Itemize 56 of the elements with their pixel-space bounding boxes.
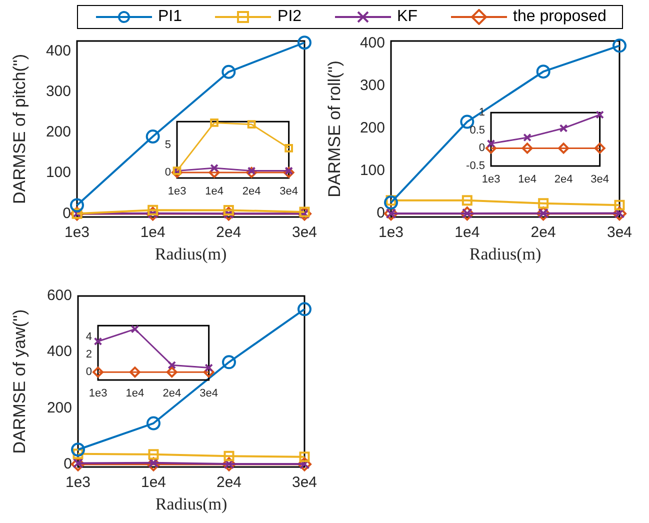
x-tick-label: 3e4 — [590, 174, 610, 186]
x-tick-label: 1e3 — [168, 186, 186, 198]
y-tick-label: 400 — [46, 42, 71, 60]
y-tick-label: 2 — [86, 348, 92, 361]
y-tick-label: 400 — [360, 34, 385, 52]
legend-label: PI2 — [278, 8, 302, 25]
x-tick-label: 3e4 — [292, 224, 317, 242]
x-tick-label: 1e3 — [482, 174, 500, 186]
x-tick-label: 1e3 — [378, 224, 404, 242]
legend-label: KF — [397, 8, 418, 25]
x-tick-label: 2e4 — [242, 186, 261, 198]
legend-label: PI1 — [158, 8, 182, 25]
x-tick-label: 3e4 — [606, 224, 632, 242]
x-tick-label: 3e4 — [280, 186, 298, 198]
y-axis-title: DARMSE of yaw('') — [10, 309, 29, 454]
y-tick-label: 0 — [478, 142, 485, 154]
y-tick-label: 5 — [164, 138, 171, 151]
y-tick-label: 200 — [46, 124, 71, 141]
x-tick-label: 1e4 — [518, 174, 536, 186]
y-tick-label: -0.5 — [466, 160, 485, 172]
x-tick-label: 1e4 — [205, 186, 224, 198]
y-tick-label: 0.5 — [470, 124, 485, 136]
y-tick-label: 200 — [46, 399, 72, 416]
y-tick-label: 400 — [46, 343, 72, 360]
x-tick-label: 1e3 — [65, 474, 91, 492]
y-tick-label: 4 — [86, 331, 92, 344]
x-tick-label: 1e3 — [88, 388, 108, 400]
x-axis-title: Radius(m) — [154, 244, 227, 264]
y-tick-label: 100 — [360, 162, 385, 180]
y-tick-label: 0 — [376, 204, 385, 222]
y-tick-label: 0 — [64, 455, 72, 472]
x-tick-label: 1e4 — [126, 388, 144, 400]
x-tick-label: 1e3 — [64, 224, 90, 242]
x-tick-label: 2e4 — [162, 388, 182, 400]
x-tick-label: 2e4 — [216, 224, 242, 242]
x-tick-label: 1e4 — [454, 224, 480, 242]
x-tick-label: 1e4 — [140, 474, 166, 492]
x-tick-label: 2e4 — [554, 174, 573, 186]
x-axis-title: Radius(m) — [469, 244, 542, 264]
y-tick-label: 600 — [46, 287, 72, 304]
y-axis-title: DARMSE of pitch('') — [10, 54, 29, 204]
x-tick-label: 3e4 — [292, 474, 317, 492]
x-tick-label: 2e4 — [216, 474, 242, 492]
y-tick-label: 100 — [46, 164, 71, 182]
x-axis-title: Radius(m) — [155, 494, 228, 514]
y-axis-title: DARMSE of roll('') — [324, 60, 344, 198]
y-tick-label: 0 — [62, 204, 71, 222]
x-tick-label: 3e4 — [200, 388, 218, 400]
y-tick-label: 300 — [46, 82, 71, 100]
y-tick-label: 200 — [360, 120, 385, 137]
x-tick-label: 2e4 — [530, 224, 556, 242]
y-tick-label: 0 — [164, 166, 171, 178]
legend-label: the proposed — [513, 8, 606, 25]
y-tick-label: 0 — [86, 366, 92, 378]
y-tick-label: 300 — [360, 77, 385, 94]
x-tick-label: 1e4 — [140, 224, 166, 242]
